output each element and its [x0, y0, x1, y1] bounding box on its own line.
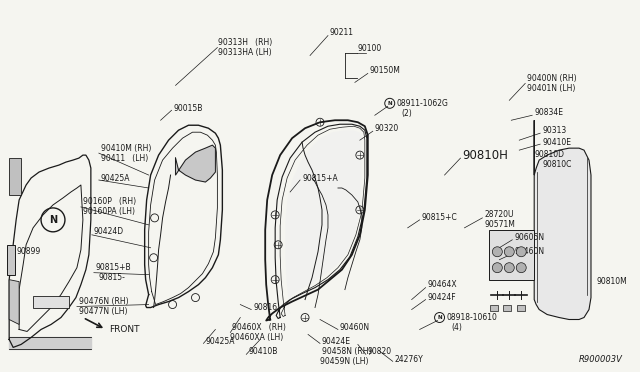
Text: 90810M: 90810M	[597, 277, 628, 286]
Text: 90160P   (RH): 90160P (RH)	[83, 198, 136, 206]
Text: 24276Y: 24276Y	[395, 355, 424, 364]
Bar	[517, 305, 525, 311]
Circle shape	[504, 263, 515, 273]
Text: 90400N (RH): 90400N (RH)	[527, 74, 577, 83]
Circle shape	[492, 263, 502, 273]
Text: 90320: 90320	[375, 124, 399, 133]
Polygon shape	[9, 280, 19, 324]
Bar	[33, 296, 69, 308]
Text: 90820: 90820	[368, 347, 392, 356]
Text: 90425A: 90425A	[101, 173, 131, 183]
Text: (4): (4)	[451, 323, 462, 332]
Text: 90815+C: 90815+C	[422, 214, 458, 222]
Text: 90410M (RH): 90410M (RH)	[101, 144, 151, 153]
Circle shape	[516, 247, 526, 257]
Circle shape	[516, 263, 526, 273]
Text: N: N	[49, 215, 57, 225]
Text: 90460X   (RH): 90460X (RH)	[232, 323, 286, 332]
Text: 90571M: 90571M	[484, 220, 515, 230]
Text: 90476N (RH): 90476N (RH)	[79, 297, 129, 306]
Text: 90100: 90100	[358, 44, 382, 53]
Text: 90425A: 90425A	[205, 337, 235, 346]
Text: N: N	[437, 315, 442, 320]
Text: 90424F: 90424F	[428, 293, 456, 302]
Text: 90459N (LH): 90459N (LH)	[320, 357, 369, 366]
Text: 08918-10610: 08918-10610	[447, 313, 497, 322]
Text: 90424D: 90424D	[94, 227, 124, 236]
Polygon shape	[285, 130, 362, 314]
Text: 90899: 90899	[16, 247, 40, 256]
Text: 90015B: 90015B	[173, 104, 203, 113]
Bar	[490, 305, 499, 311]
Text: 90816: 90816	[253, 303, 277, 312]
Circle shape	[492, 247, 502, 257]
Text: 90815+B: 90815+B	[96, 263, 131, 272]
Polygon shape	[7, 245, 15, 275]
Text: 90401N (LH): 90401N (LH)	[527, 84, 575, 93]
Polygon shape	[534, 120, 591, 320]
Text: 90411   (LH): 90411 (LH)	[101, 154, 148, 163]
Text: 90815+A: 90815+A	[302, 173, 338, 183]
Bar	[490, 230, 534, 280]
Text: FRONT: FRONT	[109, 325, 140, 334]
Text: 90313H   (RH): 90313H (RH)	[218, 38, 273, 47]
Text: 90211: 90211	[330, 28, 354, 37]
Text: 08911-1062G: 08911-1062G	[397, 99, 449, 108]
Polygon shape	[175, 145, 216, 182]
Polygon shape	[9, 158, 21, 195]
Text: 90424E: 90424E	[322, 337, 351, 346]
Text: 90460N: 90460N	[340, 323, 370, 332]
Text: 90464X: 90464X	[428, 280, 457, 289]
Circle shape	[504, 247, 515, 257]
Text: 90834E: 90834E	[534, 108, 563, 117]
Text: 28720U: 28720U	[484, 211, 514, 219]
Text: R900003V: R900003V	[579, 355, 623, 364]
Text: 90815-: 90815-	[99, 273, 125, 282]
Text: 90460N: 90460N	[515, 247, 545, 256]
Bar	[503, 305, 511, 311]
Text: 90460XA (LH): 90460XA (LH)	[230, 333, 284, 342]
Text: 90160PA (LH): 90160PA (LH)	[83, 208, 135, 217]
Text: 90810D: 90810D	[534, 150, 564, 158]
Text: 90810H: 90810H	[463, 149, 508, 161]
Text: 90410B: 90410B	[248, 347, 278, 356]
Text: 90810C: 90810C	[542, 160, 572, 169]
Text: 90605N: 90605N	[515, 233, 545, 242]
Text: (2): (2)	[402, 109, 412, 118]
Text: 90458N (RH): 90458N (RH)	[322, 347, 371, 356]
Text: 90477N (LH): 90477N (LH)	[79, 307, 127, 316]
Text: N: N	[387, 101, 392, 106]
Text: 90313: 90313	[542, 126, 566, 135]
Text: 90150M: 90150M	[370, 66, 401, 75]
Text: 90410E: 90410E	[542, 138, 571, 147]
Text: 90313HA (LH): 90313HA (LH)	[218, 48, 272, 57]
